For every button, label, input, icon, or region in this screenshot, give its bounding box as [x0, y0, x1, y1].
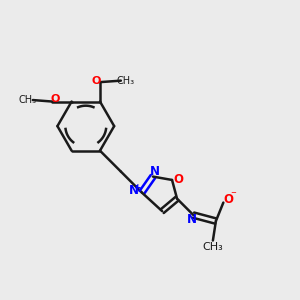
- Text: CH₃: CH₃: [18, 95, 37, 105]
- Text: +: +: [134, 183, 142, 192]
- Text: CH₃: CH₃: [116, 76, 134, 85]
- Text: N: N: [187, 213, 197, 226]
- Text: O: O: [50, 94, 60, 104]
- Text: ⁻: ⁻: [230, 190, 236, 200]
- Text: O: O: [92, 76, 101, 86]
- Text: N: N: [150, 165, 160, 178]
- Text: N: N: [129, 184, 139, 197]
- Text: CH₃: CH₃: [202, 242, 223, 252]
- Text: O: O: [174, 173, 184, 186]
- Text: O: O: [223, 193, 233, 206]
